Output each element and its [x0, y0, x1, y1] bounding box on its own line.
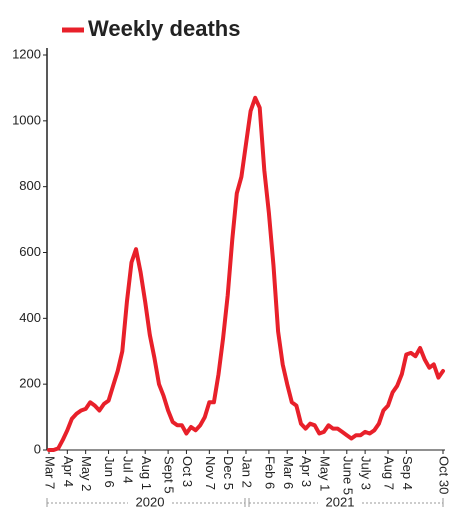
y-tick-label: 1200	[12, 46, 41, 61]
x-tick-label: Aug 7	[382, 456, 397, 490]
x-tick-label: July 3	[359, 456, 374, 490]
y-tick-label: 400	[19, 310, 41, 325]
line-series	[47, 95, 445, 452]
x-tick-label: Mar 6	[281, 456, 296, 489]
y-tick-label: 0	[34, 441, 41, 456]
y-tick-label: 200	[19, 376, 41, 391]
x-tick-label: Jan 2	[240, 456, 255, 488]
x-tick-label: Sep 4	[400, 456, 415, 490]
x-tick-label: Oct 30	[437, 456, 452, 494]
x-tick-label: Apr 3	[299, 456, 314, 487]
y-tick-label: 1000	[12, 112, 41, 127]
x-tick-label: June 5	[340, 456, 355, 495]
x-tick-label: Oct 3	[180, 456, 195, 487]
year-ticks	[46, 498, 444, 507]
x-tick-label: Jul 4	[120, 456, 135, 483]
year-label: 2021	[326, 494, 355, 509]
x-tick-label: Jun 6	[102, 456, 117, 488]
x-tick-label: Dec 5	[221, 456, 236, 490]
x-tick-label: Nov 7	[203, 456, 218, 490]
x-tick-label: Sept 5	[162, 456, 177, 494]
x-tick-label: Aug 1	[139, 456, 154, 490]
x-tick-label: May 1	[317, 456, 332, 491]
year-label: 2020	[136, 494, 165, 509]
x-tick-label: Feb 6	[262, 456, 277, 489]
y-tick-label: 800	[19, 178, 41, 193]
x-tick-label: Apr 4	[61, 456, 76, 487]
x-tick-label: Mar 7	[43, 456, 58, 489]
x-tick-label: May 2	[79, 456, 94, 491]
y-tick-label: 600	[19, 244, 41, 259]
legend-label: Weekly deaths	[88, 16, 240, 41]
